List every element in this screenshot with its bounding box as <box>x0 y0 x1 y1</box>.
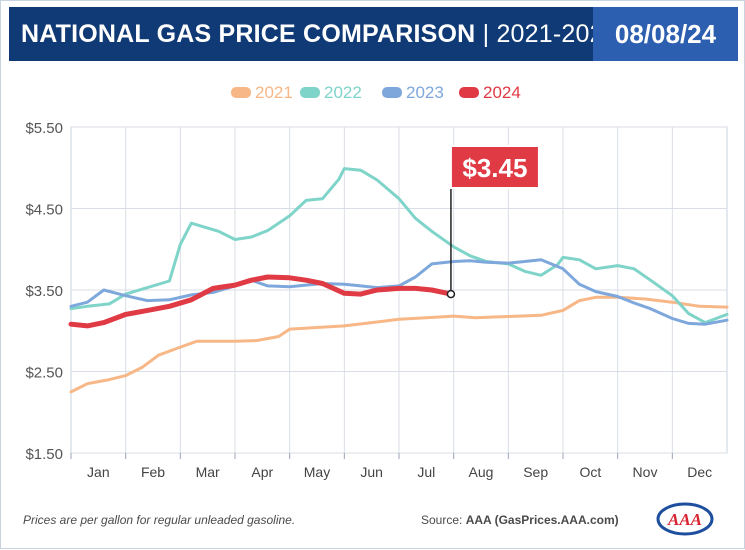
x-tick-label: Feb <box>141 464 165 480</box>
legend-swatch-2023 <box>382 87 402 98</box>
logo-oval <box>656 502 714 536</box>
x-axis: Jan Feb Mar Apr May Jun Jul Aug Sep Oct Nov Dec <box>70 453 712 480</box>
aaa-logo: AAA <box>656 502 714 536</box>
y-axis: $1.50 $2.50 $3.50 $4.50 $5.50 <box>25 120 63 463</box>
x-tick-label: Sep <box>523 464 548 480</box>
x-tick-label: May <box>304 464 330 480</box>
title-separator: | <box>482 20 490 48</box>
legend-label-2024: 2024 <box>483 83 521 102</box>
legend-label-2021: 2021 <box>255 83 293 102</box>
legend-swatch-2024 <box>459 87 479 98</box>
y-tick-label: $2.50 <box>25 365 63 382</box>
callout-value-label: $3.45 <box>462 153 527 183</box>
y-tick-label: $5.50 <box>25 120 63 137</box>
logo-text: AAA <box>667 510 702 529</box>
title-main: NATIONAL GAS PRICE COMPARISON <box>21 20 476 48</box>
footer-source: Source: AAA (GasPrices.AAA.com) <box>421 513 619 527</box>
date-badge: 08/08/24 <box>593 7 738 61</box>
series-line-2022 <box>69 167 729 325</box>
legend: 2021 2022 2023 2024 <box>231 83 521 102</box>
series-layer <box>68 167 729 394</box>
y-tick-label: $4.50 <box>25 202 63 219</box>
x-tick-label: Nov <box>633 464 658 480</box>
legend-label-2022: 2022 <box>324 83 362 102</box>
legend-label-2023: 2023 <box>406 83 444 102</box>
series-line-2023 <box>69 258 729 326</box>
legend-swatch-2022 <box>300 87 320 98</box>
x-tick-label: Oct <box>579 464 601 480</box>
y-tick-label: $3.50 <box>25 283 63 300</box>
x-tick-label: Jan <box>87 464 110 480</box>
series-line-2021 <box>69 295 729 394</box>
x-tick-label: Apr <box>251 464 273 480</box>
footer-note: Prices are per gallon for regular unlead… <box>23 513 296 527</box>
source-name: AAA (GasPrices.AAA.com) <box>465 513 619 527</box>
x-tick-label: Jun <box>360 464 383 480</box>
legend-swatch-2021 <box>231 87 251 98</box>
x-tick-label: Dec <box>687 464 712 480</box>
x-tick-label: Mar <box>196 464 220 480</box>
annotation-layer: $3.45 <box>446 145 540 299</box>
y-tick-label: $1.50 <box>25 446 63 463</box>
x-tick-label: Jul <box>417 464 435 480</box>
callout-flag <box>449 145 540 189</box>
source-prefix: Source: <box>421 513 463 527</box>
callout-point <box>446 289 456 299</box>
series-line-2024 <box>68 274 454 329</box>
x-tick-label: Aug <box>469 464 494 480</box>
header-bar: NATIONAL GAS PRICE COMPARISON | 2021-202… <box>9 7 738 61</box>
